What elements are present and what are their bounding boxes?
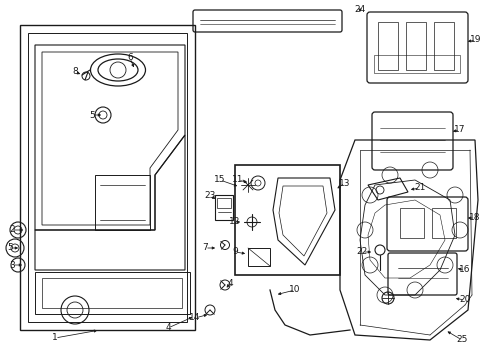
Text: 4: 4 <box>165 324 171 333</box>
Text: 21: 21 <box>415 184 426 193</box>
Text: 4: 4 <box>227 279 233 288</box>
Text: 17: 17 <box>454 126 466 135</box>
Text: 24: 24 <box>354 5 366 14</box>
Bar <box>235 165 340 275</box>
Bar <box>42 278 182 308</box>
Text: 8: 8 <box>72 68 78 77</box>
Bar <box>400 208 424 238</box>
Text: 7: 7 <box>202 243 208 252</box>
Bar <box>248 248 270 266</box>
Text: 11: 11 <box>232 175 244 184</box>
Text: 9: 9 <box>232 248 238 256</box>
Text: 16: 16 <box>459 266 471 274</box>
Bar <box>35 272 190 314</box>
Bar <box>434 22 454 70</box>
Text: 22: 22 <box>356 248 368 256</box>
Text: 10: 10 <box>289 285 301 294</box>
Bar <box>374 55 460 73</box>
Text: 19: 19 <box>470 36 482 45</box>
Text: 6: 6 <box>127 54 133 63</box>
Text: 1: 1 <box>52 333 58 342</box>
Text: 23: 23 <box>204 192 216 201</box>
Text: 15: 15 <box>214 175 226 184</box>
Text: 3: 3 <box>9 261 15 270</box>
Bar <box>378 22 398 70</box>
Text: 13: 13 <box>339 179 351 188</box>
Text: 5: 5 <box>89 111 95 120</box>
Text: 12: 12 <box>229 217 241 226</box>
Text: 14: 14 <box>189 314 201 323</box>
Bar <box>215 195 233 220</box>
Text: 2: 2 <box>9 225 15 234</box>
Bar <box>432 208 456 238</box>
Bar <box>406 22 426 70</box>
Text: 25: 25 <box>456 336 467 345</box>
Text: 18: 18 <box>469 213 481 222</box>
Text: 5: 5 <box>7 243 13 252</box>
Text: 20: 20 <box>459 296 471 305</box>
Bar <box>217 198 231 208</box>
